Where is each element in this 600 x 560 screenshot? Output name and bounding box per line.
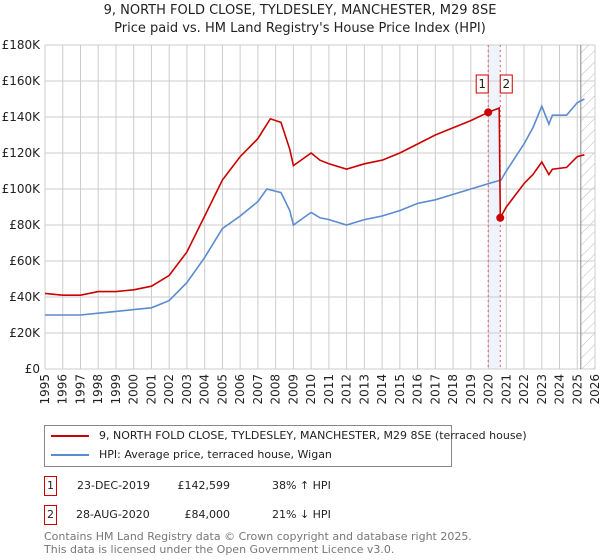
sale-point — [496, 213, 505, 222]
x-tick-label: 1998 — [91, 374, 105, 405]
legend-hpi-label: HPI: Average price, terraced house, Wiga… — [99, 448, 332, 461]
y-tick-label: £60K — [9, 254, 41, 268]
x-tick-label: 1999 — [109, 374, 123, 405]
transaction-row: 1 23-DEC-2019 £142,599 38% ↑ HPI — [44, 476, 544, 496]
x-tick-label: 2009 — [286, 374, 300, 405]
hpi-line — [45, 98, 585, 316]
x-tick-label: 2012 — [340, 374, 354, 405]
transaction-price: £84,000 — [184, 508, 231, 521]
transaction-date: 28-AUG-2020 — [76, 508, 150, 521]
x-tick-label: 1996 — [56, 374, 70, 405]
transaction-row: 2 28-AUG-2020 £84,000 21% ↓ HPI — [44, 505, 544, 525]
y-tick-label: £40K — [9, 290, 41, 304]
footer-licence: This data is licensed under the Open Gov… — [44, 543, 395, 556]
transaction-price: £142,599 — [177, 479, 231, 492]
x-tick-label: 2024 — [553, 374, 567, 405]
y-tick-label: £120K — [2, 146, 42, 160]
sale-period-band — [488, 45, 501, 369]
x-tick-label: 2007 — [251, 374, 265, 405]
chart-title: 9, NORTH FOLD CLOSE, TYLDESLEY, MANCHEST… — [103, 3, 497, 18]
sale-point — [484, 108, 493, 117]
x-tick-label: 2018 — [446, 374, 460, 405]
x-tick-label: 2003 — [180, 374, 194, 405]
legend-blue-line — [51, 453, 89, 456]
x-tick-label: 2026 — [588, 374, 600, 405]
transaction-badge: 1 — [44, 476, 57, 496]
x-tick-label: 2021 — [499, 374, 513, 405]
x-tick-label: 2011 — [322, 374, 336, 405]
x-tick-label: 2004 — [198, 374, 212, 405]
x-tick-label: 2013 — [357, 374, 371, 405]
transaction-badge: 2 — [44, 505, 57, 525]
x-tick-label: 2023 — [535, 374, 549, 405]
x-tick-label: 2016 — [411, 374, 425, 405]
x-tick-label: 1997 — [73, 374, 87, 405]
y-tick-label: £160K — [2, 74, 42, 88]
y-tick-label: £80K — [9, 218, 41, 232]
y-tick-label: £20K — [9, 326, 41, 340]
future-hatch — [580, 45, 595, 369]
x-tick-label: 1995 — [38, 374, 52, 405]
x-tick-label: 2014 — [375, 374, 389, 405]
property-price-line — [44, 106, 585, 297]
sale-label-box — [475, 74, 489, 94]
y-tick-label: £140K — [2, 110, 42, 124]
transaction-hpi: 21% ↓ HPI — [272, 508, 331, 521]
x-tick-label: 2022 — [517, 374, 531, 405]
transaction-hpi: 38% ↑ HPI — [272, 479, 331, 492]
x-tick-label: 2019 — [464, 374, 478, 405]
y-tick-label: £180K — [2, 38, 42, 52]
x-tick-label: 2015 — [393, 374, 407, 405]
sale-label: 1 — [478, 77, 486, 91]
chart-subtitle: Price paid vs. HM Land Registry's House … — [114, 21, 486, 36]
price-chart: 1995 1996 1997 1998 1999 2000 2001 2002 2003 2004… — [2, 38, 600, 405]
x-tick-label: 2001 — [144, 374, 158, 405]
x-tick-label: 2020 — [482, 374, 496, 405]
legend: 9, NORTH FOLD CLOSE, TYLDESLEY, MANCHEST… — [44, 425, 527, 467]
sale-label-box — [499, 74, 513, 94]
footer: Contains HM Land Registry data © Crown c… — [44, 530, 472, 556]
y-tick-label: £0 — [25, 362, 40, 376]
x-tick-label: 2008 — [269, 374, 283, 405]
transaction-date: 23-DEC-2019 — [77, 479, 151, 492]
y-tick-label: £100K — [2, 182, 42, 196]
legend-property-label: 9, NORTH FOLD CLOSE, TYLDESLEY, MANCHEST… — [99, 429, 527, 442]
x-tick-label: 2000 — [127, 374, 141, 405]
x-tick-label: 2017 — [428, 374, 442, 405]
sale-label: 2 — [502, 77, 510, 91]
footer-copyright: Contains HM Land Registry data © Crown c… — [44, 530, 472, 543]
x-tick-label: 2010 — [304, 374, 318, 405]
x-tick-label: 2025 — [570, 374, 584, 405]
x-tick-label: 2002 — [162, 374, 176, 405]
legend-red-line — [51, 434, 89, 437]
x-tick-label: 2005 — [215, 374, 229, 405]
x-tick-label: 2006 — [233, 374, 247, 405]
